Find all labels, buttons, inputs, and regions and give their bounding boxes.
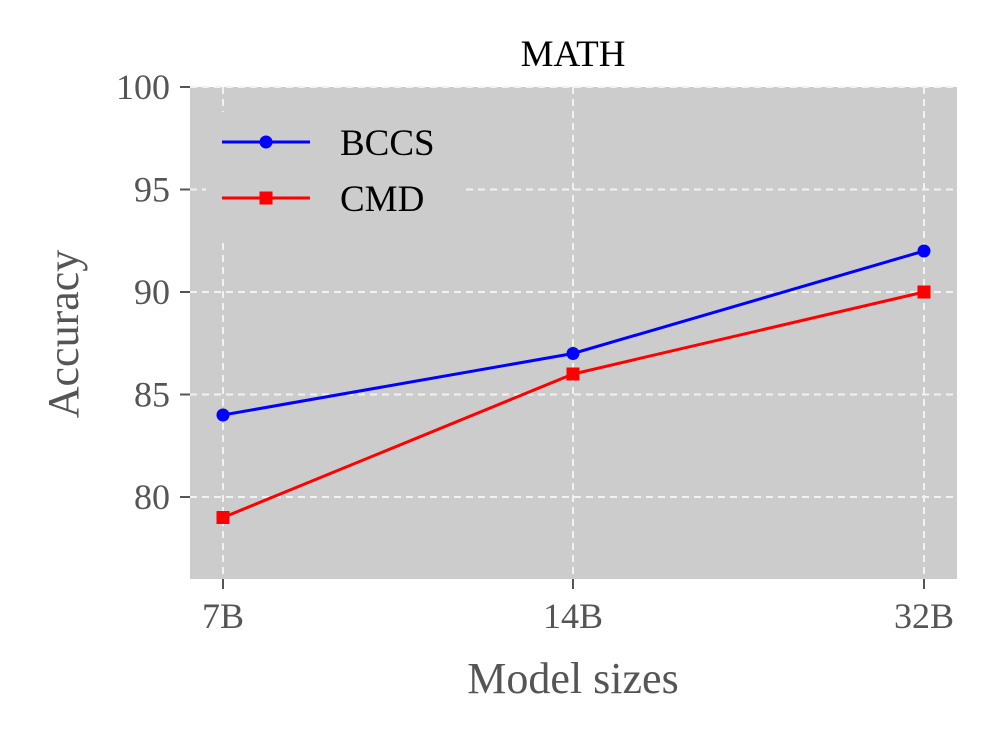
- y-axis-label: Accuracy: [39, 250, 88, 419]
- y-tick-label: 80: [134, 477, 170, 517]
- legend-marker-cmd: [259, 191, 273, 205]
- y-tick-label: 100: [116, 67, 170, 107]
- y-tick-label: 90: [134, 272, 170, 312]
- x-tick-label: 32B: [894, 596, 954, 636]
- data-point-bccs: [566, 347, 580, 360]
- legend-label-cmd: CMD: [340, 179, 424, 220]
- legend-marker-bccs: [259, 135, 273, 149]
- data-point-cmd: [566, 367, 580, 381]
- x-axis-label: Model sizes: [467, 654, 678, 703]
- data-point-cmd: [917, 285, 931, 299]
- legend: BCCS CMD: [206, 112, 464, 240]
- data-point-bccs: [216, 408, 230, 422]
- data-point-cmd: [216, 511, 230, 524]
- grid-lines: [190, 86, 957, 579]
- x-tick-label: 14B: [543, 596, 603, 636]
- y-tick-label: 85: [134, 375, 170, 415]
- axes: 80 85 90 95 100 7B 14B 32B: [116, 67, 954, 636]
- legend-label-bccs: BCCS: [340, 123, 435, 164]
- legend-box: [206, 112, 464, 240]
- data-point-bccs: [917, 244, 931, 258]
- series: [216, 244, 931, 524]
- x-tick-label: 7B: [202, 596, 244, 636]
- chart-title: MATH: [521, 34, 626, 75]
- y-tick-label: 95: [134, 170, 170, 210]
